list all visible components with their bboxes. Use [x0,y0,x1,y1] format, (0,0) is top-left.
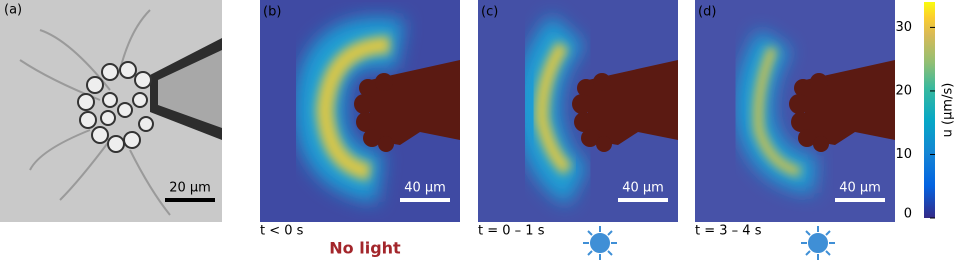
condition-label: No light [329,239,401,258]
heatmap [478,0,678,222]
micrograph [0,0,222,222]
colorbar-label: u (µm/s) [941,83,954,138]
heatmap [695,0,895,222]
scale-bar-label: 20 µm [169,181,211,196]
time-label: t < 0 s [260,224,304,239]
panel-letter: (d) [698,5,716,20]
tick-label: 10 [895,147,912,162]
tick-label: 20 [895,83,912,98]
scale-bar-label: 40 µm [839,181,881,196]
panel-letter: (b) [263,5,281,20]
tick-label: 0 [904,207,912,222]
light-icon [583,226,617,260]
colorbar [924,2,935,218]
time-label: t = 0 – 1 s [478,224,545,239]
time-label: t = 3 – 4 s [695,224,762,239]
colorbar-ticks: 0 10 20 30 [895,20,935,222]
panel-letter: (a) [4,3,22,18]
light-icon [801,226,835,260]
heatmap [260,0,460,222]
scale-bar-label: 40 µm [404,181,446,196]
panel-letter: (c) [481,5,498,20]
tick-label: 30 [895,20,912,35]
scale-bar-label: 40 µm [622,181,664,196]
